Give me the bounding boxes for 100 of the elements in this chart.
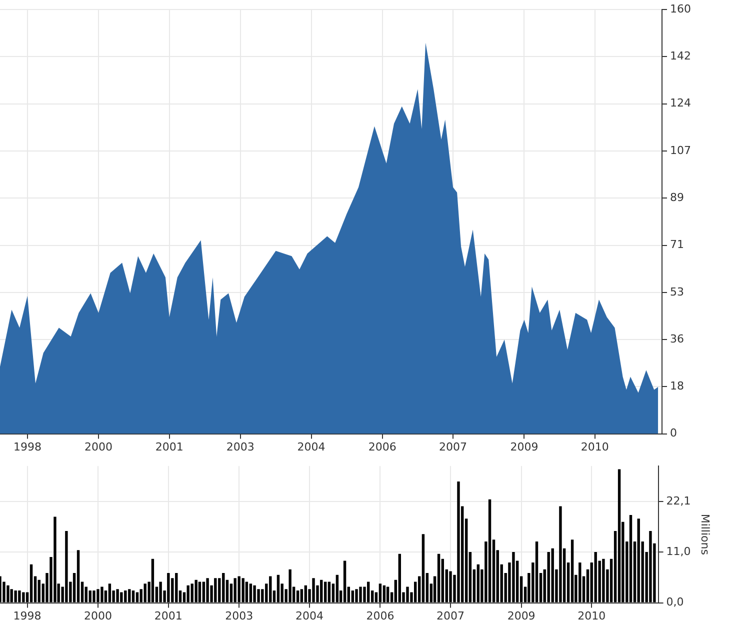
- x-tick-label: 2003: [226, 440, 254, 454]
- bar: [6, 585, 10, 602]
- bar: [355, 589, 358, 602]
- bar: [512, 552, 515, 602]
- bar: [367, 582, 370, 602]
- bar: [54, 516, 56, 602]
- bar: [629, 514, 632, 602]
- bar: [100, 586, 104, 602]
- bar: [120, 592, 123, 602]
- bar: [167, 573, 170, 602]
- bar: [269, 576, 272, 602]
- bar: [312, 578, 315, 602]
- bar: [234, 578, 236, 602]
- bar: [296, 590, 300, 602]
- x-tick-label: 2010: [580, 440, 609, 454]
- bar: [336, 574, 339, 602]
- bar: [382, 585, 386, 602]
- bar: [359, 586, 362, 602]
- bar: [92, 590, 96, 602]
- bar: [328, 582, 331, 602]
- bar: [422, 534, 425, 602]
- x-tick-label: 2001: [154, 609, 182, 622]
- y-tick-label: 36: [670, 332, 684, 346]
- y-tick-label: 160: [670, 2, 692, 16]
- bar: [136, 592, 139, 602]
- bar: [570, 540, 574, 602]
- x-tick-label: 2009: [510, 440, 538, 454]
- bar: [242, 578, 244, 602]
- bar: [186, 585, 190, 602]
- bar: [406, 586, 409, 602]
- bar: [488, 499, 492, 602]
- y-tick-label: 0: [670, 426, 678, 440]
- bar: [257, 589, 260, 602]
- bar: [116, 589, 119, 602]
- bar: [238, 576, 240, 602]
- bar: [14, 590, 17, 602]
- x-tick-label: 2006: [368, 440, 396, 454]
- bar: [449, 571, 452, 602]
- bar: [175, 573, 178, 602]
- x-tick-label: 1998: [13, 440, 42, 454]
- x-tick-label: 1998: [13, 609, 42, 622]
- bar: [206, 578, 209, 602]
- bar: [559, 506, 562, 602]
- x-tick-label: 2009: [507, 609, 536, 622]
- bar: [151, 558, 154, 602]
- bar: [144, 584, 146, 602]
- bar: [132, 590, 135, 602]
- bar: [551, 548, 554, 602]
- y-axis-title: Millions: [698, 514, 712, 556]
- bar: [535, 541, 538, 602]
- y-tick-label: 142: [670, 50, 692, 63]
- x-tick-label: 2000: [84, 609, 112, 622]
- bar: [649, 530, 652, 602]
- bar: [547, 552, 550, 602]
- bar: [128, 589, 131, 602]
- bar: [304, 585, 308, 602]
- bar: [386, 586, 390, 602]
- x-tick-label: 2004: [296, 609, 324, 622]
- bar: [300, 589, 304, 602]
- bar: [343, 560, 346, 602]
- x-tick-label: 2000: [84, 440, 113, 454]
- bar: [637, 518, 640, 602]
- bar: [457, 482, 460, 602]
- bar: [65, 530, 68, 602]
- y-tick-label: 11,0: [666, 545, 691, 558]
- bar: [10, 589, 13, 602]
- y-tick-label: 22,1: [666, 494, 691, 508]
- x-tick-label: 2003: [225, 609, 254, 622]
- bar: [378, 584, 382, 602]
- bar: [320, 580, 323, 602]
- x-tick-label: 2010: [578, 609, 606, 622]
- bar: [398, 554, 401, 602]
- y-tick-label: 53: [670, 285, 684, 298]
- bar: [476, 564, 480, 602]
- bar: [351, 590, 354, 602]
- y-tick-label: 0,0: [666, 596, 684, 609]
- bar: [249, 584, 252, 602]
- x-tick-label: 2007: [436, 609, 464, 622]
- x-tick-label: 2006: [366, 609, 394, 622]
- x-tick-label: 2001: [155, 440, 184, 454]
- bar: [22, 592, 25, 602]
- x-tick-label: 2007: [439, 440, 468, 454]
- bar: [288, 569, 292, 602]
- bar: [324, 582, 327, 602]
- bar: [578, 562, 582, 602]
- bar: [222, 573, 225, 602]
- bar: [96, 589, 100, 602]
- bar: [202, 582, 206, 602]
- bar: [437, 554, 440, 602]
- bar: [108, 584, 112, 602]
- bar: [276, 574, 280, 602]
- bar: [194, 580, 198, 602]
- bar: [198, 582, 202, 602]
- bar: [88, 590, 92, 602]
- bar: [124, 590, 127, 602]
- bar: [602, 558, 605, 602]
- bar: [30, 564, 33, 602]
- y-tick-label: 18: [670, 380, 684, 393]
- bar: [76, 550, 80, 602]
- y-tick-label: 89: [670, 190, 684, 204]
